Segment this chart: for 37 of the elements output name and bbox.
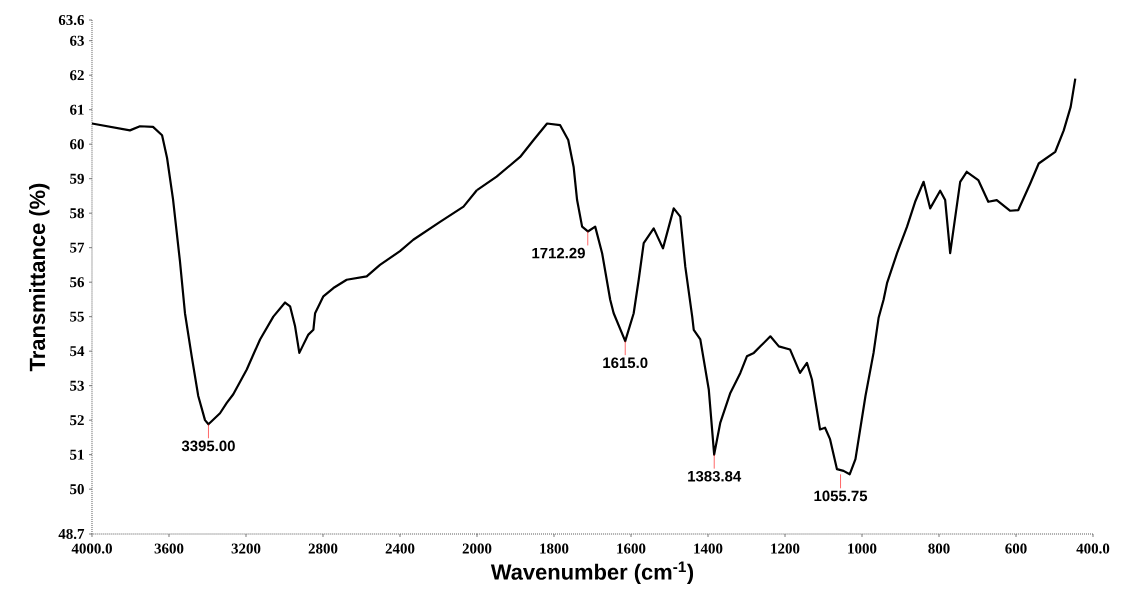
y-tick-label: 54 bbox=[70, 346, 85, 357]
y-tick-label: 56 bbox=[70, 277, 85, 288]
annotation: 1615.0 bbox=[603, 357, 648, 369]
y-tick-label: 57 bbox=[70, 242, 85, 253]
x-tick-label: 1800 bbox=[540, 543, 569, 554]
y-tick-label: 52 bbox=[70, 415, 84, 426]
annotation: 3395.00 bbox=[181, 440, 235, 452]
y-tick-label: 63 bbox=[70, 35, 84, 46]
x-tick-label: 1000 bbox=[848, 543, 877, 554]
y-tick-label: 55 bbox=[70, 311, 84, 322]
y-tick-label: 61 bbox=[70, 104, 84, 115]
y-tick-label: 48.7 bbox=[58, 528, 85, 540]
y-tick-label: 63.6 bbox=[58, 14, 85, 26]
x-tick-label: 3600 bbox=[154, 543, 184, 554]
x-tick-label: 2800 bbox=[308, 543, 338, 554]
y-tick-label: 62 bbox=[70, 70, 84, 81]
annotation: 1055.75 bbox=[814, 490, 868, 502]
y-tick-label: 50 bbox=[70, 484, 84, 495]
y-tick-label: 58 bbox=[70, 208, 84, 219]
x-tick-label: 2400 bbox=[385, 543, 415, 554]
x-axis-title: Wavenumber (cm$^{-1}$) bbox=[490, 561, 694, 585]
x-tick-label: 1600 bbox=[617, 543, 646, 554]
x-tick-label: 800 bbox=[928, 543, 950, 554]
y-tick-label: 60 bbox=[70, 139, 84, 150]
y-axis-title: Transmittance (%) bbox=[29, 183, 50, 372]
x-tick-label: 3200 bbox=[231, 543, 261, 554]
x-tick-label: 1200 bbox=[771, 543, 800, 554]
x-tick-label: 4000.0 bbox=[71, 543, 112, 554]
x-tick-label: 600 bbox=[1005, 543, 1027, 554]
x-tick-label: 400.0 bbox=[1076, 543, 1110, 554]
y-tick-label: 51 bbox=[70, 449, 84, 460]
y-tick-label: 59 bbox=[70, 173, 84, 184]
x-tick-label: 1400 bbox=[694, 543, 723, 554]
y-tick-label: 53 bbox=[70, 380, 84, 391]
annotation: 1383.84 bbox=[688, 470, 742, 482]
annotation: 1712.29 bbox=[532, 247, 585, 259]
x-tick-label: 2000 bbox=[462, 543, 492, 554]
